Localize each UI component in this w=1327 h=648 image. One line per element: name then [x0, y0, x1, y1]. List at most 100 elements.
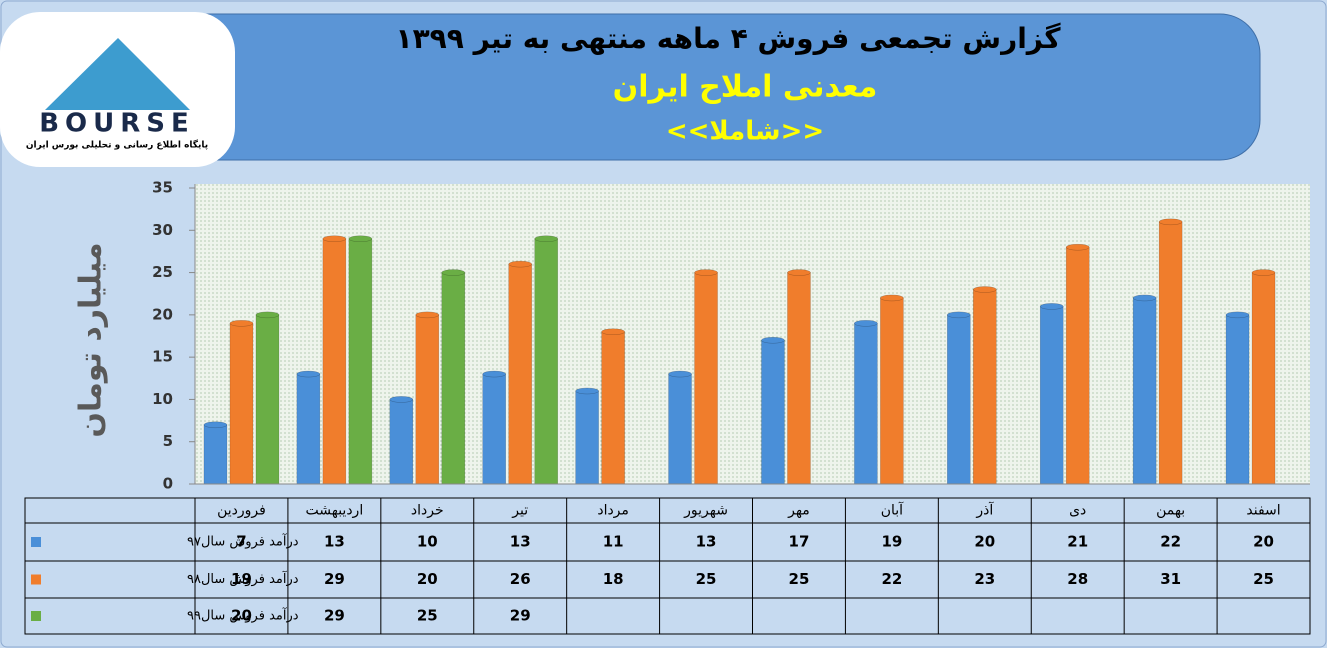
bar-cap [441, 269, 466, 276]
bar [947, 314, 971, 485]
bar [694, 272, 718, 485]
bar-cap [296, 370, 321, 378]
bar-cap [787, 269, 811, 276]
bar-cap [1225, 311, 1250, 319]
bar-cap [203, 421, 228, 429]
table-value: 23 [974, 570, 995, 588]
bar [322, 238, 347, 485]
bar-cap [255, 311, 280, 319]
chart-subtitle: معدنی املاح ایران [613, 70, 878, 105]
x-tick-label: مهر [787, 503, 810, 519]
x-tick-label: اسفند [1246, 503, 1280, 519]
table-value: 25 [1253, 570, 1274, 588]
bar [203, 424, 228, 485]
bar-cap [348, 235, 373, 242]
bar [534, 238, 558, 485]
logo-text: BOURSE [39, 109, 195, 139]
table-value: 28 [1067, 570, 1088, 588]
bar [1225, 314, 1250, 485]
bar-cap [229, 320, 254, 327]
bar [348, 238, 373, 485]
bar-cap [668, 370, 692, 378]
table-value: 13 [324, 533, 345, 551]
legend-label: درآمد فروش سال۹۸ [187, 570, 299, 587]
bar-cap [854, 320, 878, 327]
legend-swatch [31, 574, 41, 585]
y-tick-label: 30 [152, 221, 173, 239]
y-tick-label: 0 [163, 475, 173, 493]
legend-label: درآمد فروش سال۹۹ [187, 607, 299, 624]
table-value: 10 [417, 533, 438, 551]
bar-cap [415, 311, 440, 319]
plot-area [195, 184, 1310, 484]
bar [787, 272, 811, 485]
x-tick-label: تیر [511, 503, 528, 519]
table-value: 22 [1160, 533, 1181, 551]
table-value: 21 [1067, 533, 1088, 551]
bar [415, 314, 440, 485]
legend-swatch [31, 537, 41, 547]
chart-title: گزارش تجمعی فروش ۴ ماهه منتهی به تیر ۱۳۹… [395, 22, 1061, 55]
bar-cap [1039, 303, 1064, 310]
table-value: 20 [974, 533, 995, 551]
bar [761, 339, 785, 485]
table-value: 22 [881, 570, 902, 588]
x-tick-label: خرداد [411, 503, 444, 519]
table-value: 19 [231, 570, 252, 588]
bar-cap [322, 235, 347, 242]
x-tick-label: آبان [881, 502, 904, 519]
table-value: 31 [1160, 570, 1181, 588]
bar [973, 289, 997, 485]
bar [482, 373, 506, 485]
bar-cap [389, 396, 414, 403]
bar [296, 373, 321, 485]
table-value: 18 [603, 570, 624, 588]
y-axis-label: میلیارد تومان [74, 242, 109, 437]
legend-swatch [31, 611, 41, 621]
x-tick-label: آذر [975, 502, 994, 519]
table-value: 29 [510, 607, 531, 625]
bar [668, 373, 692, 485]
table-value: 25 [417, 607, 438, 625]
table-value: 26 [510, 570, 531, 588]
bar [441, 272, 466, 485]
y-tick-label: 10 [152, 390, 173, 408]
bar-cap [508, 260, 532, 268]
table-value: 13 [510, 533, 531, 551]
x-tick-label: شهریور [683, 503, 728, 519]
bar [1065, 246, 1090, 485]
logo-caption: پایگاه اطلاع رسانی و تحلیلی بورس ایران [26, 139, 208, 151]
legend-label: درآمد فروش سال۹۷ [187, 533, 299, 550]
x-tick-label: فروردین [217, 503, 266, 519]
y-tick-label: 15 [152, 348, 173, 366]
bar [854, 323, 878, 485]
bar [229, 323, 254, 485]
table-value: 29 [324, 570, 345, 588]
x-tick-label: مرداد [597, 503, 629, 519]
bar [1039, 306, 1064, 485]
table-value: 20 [1253, 533, 1274, 551]
bar-cap [601, 328, 625, 336]
x-tick-label: دی [1069, 503, 1086, 519]
bar-cap [947, 311, 971, 319]
bar-cap [973, 286, 997, 293]
bar-cap [694, 269, 718, 276]
logo-shape [45, 38, 190, 110]
bar [1251, 272, 1276, 485]
table-value: 19 [881, 533, 902, 551]
table-value: 25 [696, 570, 717, 588]
bar-cap [761, 336, 785, 344]
x-tick-label: بهمن [1156, 503, 1185, 519]
bar-cap [1132, 294, 1157, 302]
symbol: <<شاملا>> [666, 117, 824, 147]
bar [255, 314, 280, 485]
bar [880, 297, 904, 485]
bar [575, 390, 599, 485]
table-value: 7 [236, 533, 246, 551]
x-tick-label: اردیبهشت [306, 503, 364, 519]
table-value: 20 [231, 607, 252, 625]
bar [508, 263, 532, 485]
bar-cap [534, 235, 558, 242]
y-tick-label: 25 [152, 263, 173, 281]
